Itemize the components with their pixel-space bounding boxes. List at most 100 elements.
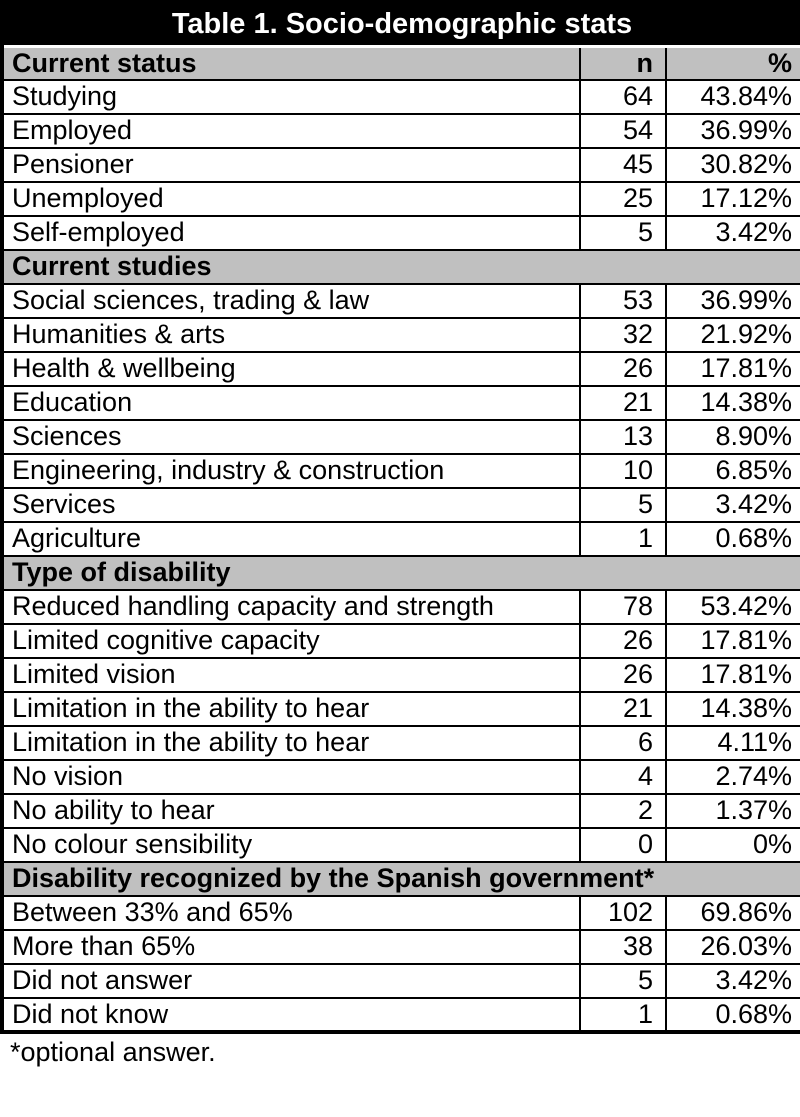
table-row: Did not know 1 0.68% bbox=[1, 996, 800, 1033]
table-row: Services 5 3.42% bbox=[1, 486, 800, 523]
row-label: More than 65% bbox=[1, 928, 581, 965]
section-header-type-of-disability: Type of disability bbox=[0, 554, 800, 591]
section-header-row: Current studies bbox=[0, 248, 800, 285]
table-title: Table 1. Socio-demographic stats bbox=[0, 1, 800, 48]
row-n: 26 bbox=[579, 656, 667, 693]
table-row: No ability to hear 2 1.37% bbox=[1, 792, 800, 829]
table-footnote: *optional answer. bbox=[10, 1036, 216, 1067]
row-pct: 53.42% bbox=[664, 588, 800, 625]
row-label: Unemployed bbox=[1, 180, 581, 217]
row-n: 10 bbox=[579, 452, 667, 489]
row-pct: 3.42% bbox=[664, 962, 800, 999]
column-header-n: n bbox=[579, 45, 667, 81]
row-pct: 17.81% bbox=[664, 622, 800, 659]
table-row: Unemployed 25 17.12% bbox=[1, 180, 800, 217]
row-n: 38 bbox=[579, 928, 667, 965]
row-n: 26 bbox=[579, 350, 667, 387]
row-label: No vision bbox=[1, 758, 581, 795]
row-pct: 3.42% bbox=[664, 214, 800, 251]
row-n: 53 bbox=[579, 282, 667, 319]
row-label: Education bbox=[1, 384, 581, 421]
table-row: More than 65% 38 26.03% bbox=[1, 928, 800, 965]
table-row: Agriculture 1 0.68% bbox=[1, 520, 800, 557]
row-label: Studying bbox=[1, 78, 581, 115]
table-row: No colour sensibility 0 0% bbox=[1, 826, 800, 863]
row-pct: 36.99% bbox=[664, 112, 800, 149]
table-title-row: Table 1. Socio-demographic stats bbox=[0, 1, 800, 48]
table-row: Between 33% and 65% 102 69.86% bbox=[1, 894, 800, 931]
row-label: Limited vision bbox=[1, 656, 581, 693]
row-pct: 0.68% bbox=[664, 996, 800, 1033]
row-n: 1 bbox=[579, 996, 667, 1033]
row-n: 26 bbox=[579, 622, 667, 659]
row-pct: 0% bbox=[664, 826, 800, 863]
row-n: 6 bbox=[579, 724, 667, 761]
table-row: Humanities & arts 32 21.92% bbox=[1, 316, 800, 353]
table-row: Did not answer 5 3.42% bbox=[1, 962, 800, 999]
row-label: Limitation in the ability to hear bbox=[1, 724, 581, 761]
socio-demographic-table: Table 1. Socio-demographic stats Current… bbox=[0, 0, 800, 1034]
row-pct: 43.84% bbox=[664, 78, 800, 115]
table-row: Limited cognitive capacity 26 17.81% bbox=[1, 622, 800, 659]
table-row: Reduced handling capacity and strength 7… bbox=[1, 588, 800, 625]
row-label: Humanities & arts bbox=[1, 316, 581, 353]
column-header-row: Current status n % bbox=[1, 45, 800, 81]
row-label: Pensioner bbox=[1, 146, 581, 183]
section-header-current-studies: Current studies bbox=[0, 248, 800, 285]
row-n: 102 bbox=[579, 894, 667, 931]
row-pct: 6.85% bbox=[664, 452, 800, 489]
row-pct: 30.82% bbox=[664, 146, 800, 183]
row-n: 1 bbox=[579, 520, 667, 557]
row-pct: 8.90% bbox=[664, 418, 800, 455]
row-n: 5 bbox=[579, 962, 667, 999]
section-header-row: Disability recognized by the Spanish gov… bbox=[0, 860, 800, 897]
row-pct: 2.74% bbox=[664, 758, 800, 795]
row-pct: 69.86% bbox=[664, 894, 800, 931]
row-label: Limited cognitive capacity bbox=[1, 622, 581, 659]
row-n: 45 bbox=[579, 146, 667, 183]
row-pct: 3.42% bbox=[664, 486, 800, 523]
row-n: 5 bbox=[579, 214, 667, 251]
row-n: 32 bbox=[579, 316, 667, 353]
row-label: Sciences bbox=[1, 418, 581, 455]
row-pct: 0.68% bbox=[664, 520, 800, 557]
section-header-row: Type of disability bbox=[0, 554, 800, 591]
row-label: Employed bbox=[1, 112, 581, 149]
row-label: Health & wellbeing bbox=[1, 350, 581, 387]
table-row: Employed 54 36.99% bbox=[1, 112, 800, 149]
row-label: Did not know bbox=[1, 996, 581, 1033]
row-label: Engineering, industry & construction bbox=[1, 452, 581, 489]
table-row: Limitation in the ability to hear 6 4.11… bbox=[1, 724, 800, 761]
row-pct: 14.38% bbox=[664, 690, 800, 727]
row-pct: 14.38% bbox=[664, 384, 800, 421]
row-label: Did not answer bbox=[1, 962, 581, 999]
row-n: 0 bbox=[579, 826, 667, 863]
row-label: Limitation in the ability to hear bbox=[1, 690, 581, 727]
row-pct: 17.12% bbox=[664, 180, 800, 217]
row-n: 4 bbox=[579, 758, 667, 795]
row-label: Between 33% and 65% bbox=[1, 894, 581, 931]
table-row: Sciences 13 8.90% bbox=[1, 418, 800, 455]
table-row: Studying 64 43.84% bbox=[1, 78, 800, 115]
column-header-pct: % bbox=[664, 45, 800, 81]
row-pct: 21.92% bbox=[664, 316, 800, 353]
row-pct: 1.37% bbox=[664, 792, 800, 829]
row-pct: 4.11% bbox=[664, 724, 800, 761]
row-n: 13 bbox=[579, 418, 667, 455]
row-n: 25 bbox=[579, 180, 667, 217]
row-n: 64 bbox=[579, 78, 667, 115]
row-label: No ability to hear bbox=[1, 792, 581, 829]
row-n: 21 bbox=[579, 384, 667, 421]
table-row: No vision 4 2.74% bbox=[1, 758, 800, 795]
table-row: Social sciences, trading & law 53 36.99% bbox=[1, 282, 800, 319]
row-label: Reduced handling capacity and strength bbox=[1, 588, 581, 625]
row-label: No colour sensibility bbox=[1, 826, 581, 863]
table-row: Limitation in the ability to hear 21 14.… bbox=[1, 690, 800, 727]
row-pct: 26.03% bbox=[664, 928, 800, 965]
table-row: Self-employed 5 3.42% bbox=[1, 214, 800, 251]
table-row: Limited vision 26 17.81% bbox=[1, 656, 800, 693]
table-row: Engineering, industry & construction 10 … bbox=[1, 452, 800, 489]
row-n: 5 bbox=[579, 486, 667, 523]
row-pct: 36.99% bbox=[664, 282, 800, 319]
table-row: Health & wellbeing 26 17.81% bbox=[1, 350, 800, 387]
